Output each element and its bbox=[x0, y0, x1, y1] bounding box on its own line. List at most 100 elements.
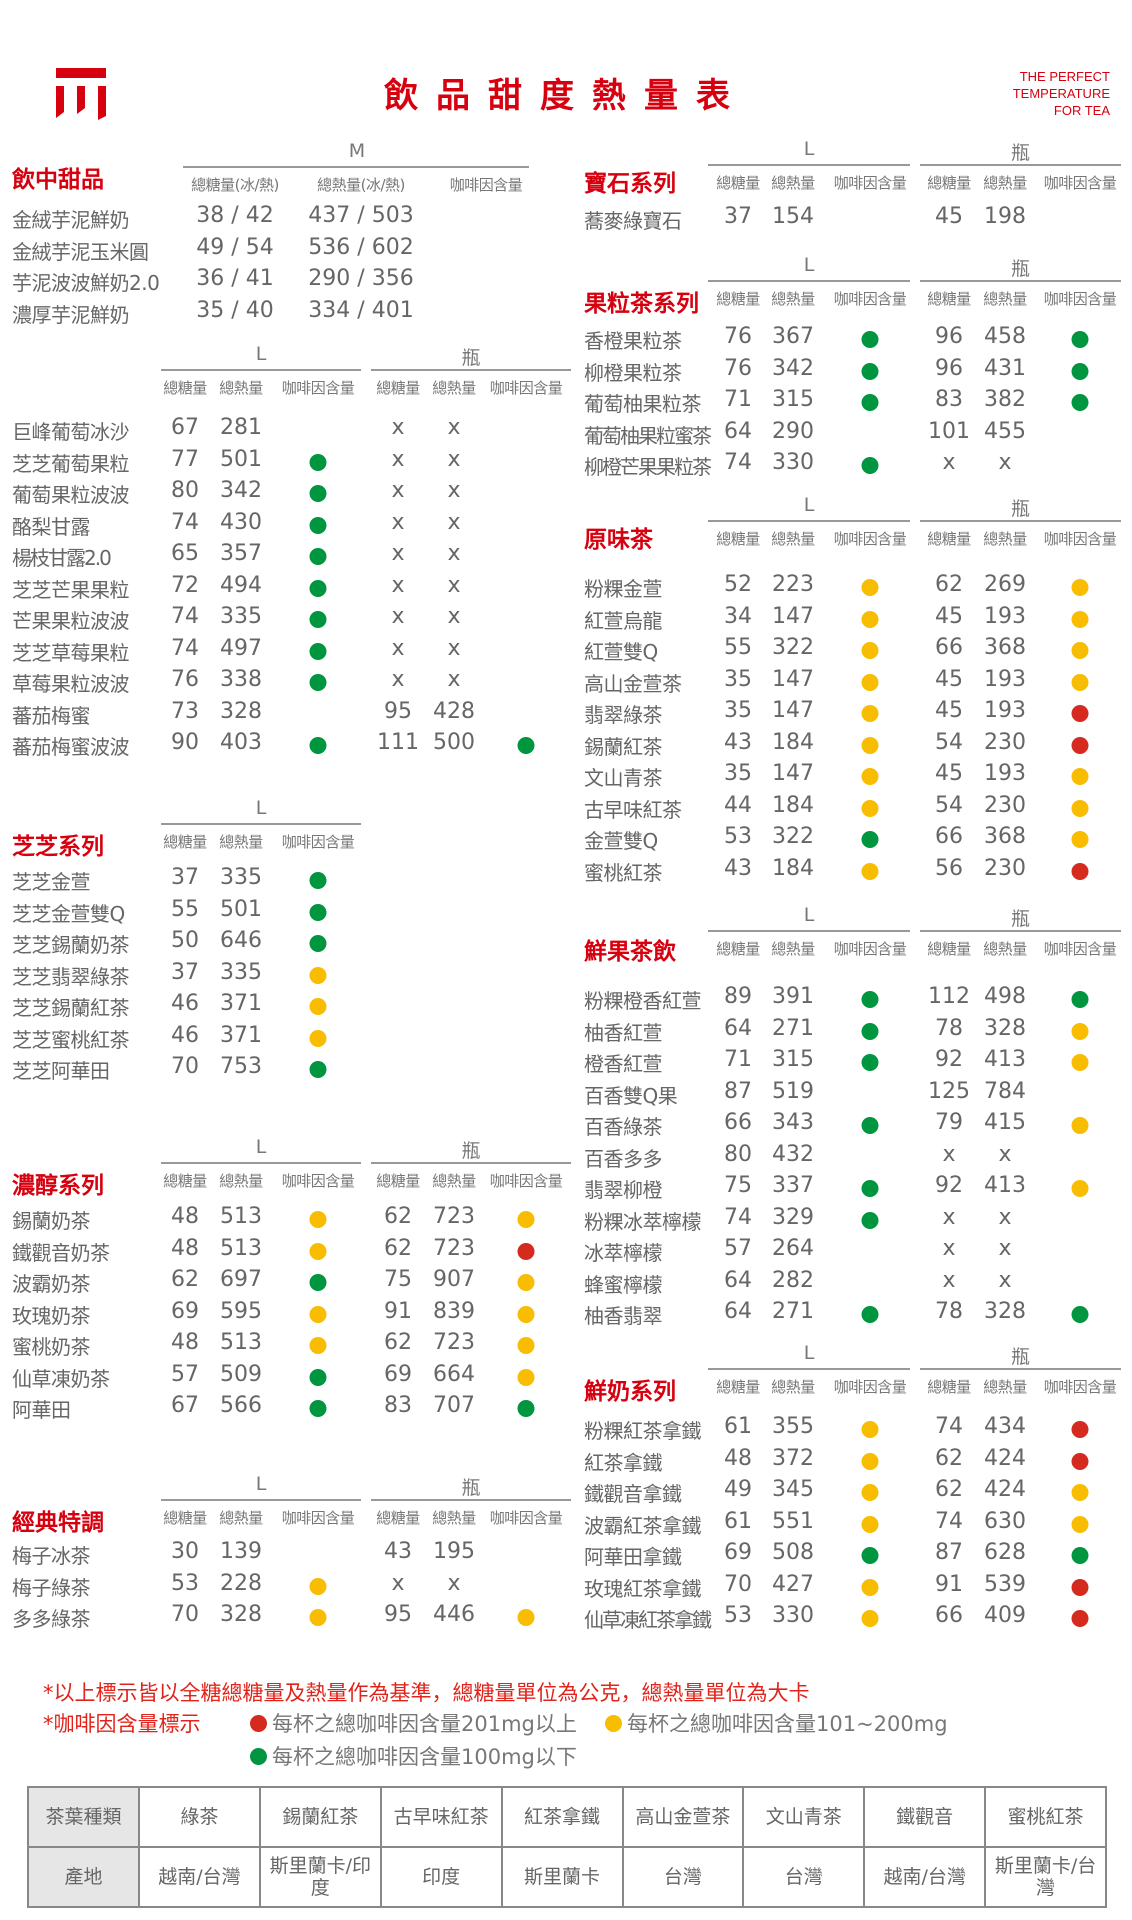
calorie-value: 328 bbox=[984, 1299, 1026, 1324]
calorie-value: x bbox=[998, 1204, 1012, 1230]
drink-name: 葡萄果粒波波 bbox=[12, 483, 130, 507]
calorie-value: 415 bbox=[984, 1110, 1026, 1135]
calorie-value: 539 bbox=[984, 1571, 1026, 1597]
caffeine-green-dot-icon bbox=[309, 453, 327, 471]
sugar-value: 43 bbox=[724, 855, 752, 881]
caffeine-green-dot-icon bbox=[861, 457, 879, 474]
calorie-value: 184 bbox=[772, 855, 814, 881]
tea-type-header: 茶葉種類 bbox=[27, 1786, 140, 1848]
green-dot-icon bbox=[250, 1747, 267, 1765]
page-title: 飲品甜度熱量表 bbox=[384, 76, 748, 116]
sugar-value: 91 bbox=[384, 1298, 412, 1324]
calorie-value: 697 bbox=[220, 1267, 262, 1292]
drink-name: 芝芝金萱 bbox=[12, 870, 91, 894]
drink-name: 紅萱雙Q bbox=[584, 640, 658, 664]
sugar-value: 43 bbox=[724, 729, 752, 755]
caffeine-yellow-dot-icon bbox=[1071, 642, 1089, 659]
group-divider bbox=[371, 1162, 571, 1164]
calorie-value: 519 bbox=[772, 1078, 814, 1104]
column-header-caffeine: 咖啡因含量 bbox=[833, 940, 907, 958]
caffeine-yellow-dot-icon bbox=[861, 1610, 879, 1627]
drink-name: 濃厚芋泥鮮奶 bbox=[12, 302, 130, 327]
calorie-value: 424 bbox=[984, 1445, 1026, 1471]
size-label-m: M bbox=[348, 140, 366, 162]
sugar-value: 48 bbox=[724, 1445, 752, 1471]
calorie-value: 566 bbox=[220, 1393, 262, 1418]
column-header-sugar: 總糖量 bbox=[927, 290, 971, 308]
size-label: L bbox=[803, 1342, 815, 1364]
caffeine-yellow-dot-icon bbox=[861, 642, 879, 659]
sugar-value: 64 bbox=[724, 1015, 752, 1041]
caffeine-red-dot-icon bbox=[1071, 1452, 1089, 1470]
caffeine-green-dot-icon bbox=[861, 1547, 879, 1564]
caffeine-legend-label: *咖啡因含量標示 bbox=[43, 1712, 201, 1736]
size-label: 瓶 bbox=[1010, 258, 1031, 280]
column-header-calorie: 總熱量 bbox=[771, 1378, 815, 1396]
calorie-value: 446 bbox=[433, 1602, 475, 1627]
drink-name: 葡萄柚果粒蜜茶 bbox=[584, 423, 712, 448]
calorie-value: 907 bbox=[433, 1267, 475, 1292]
drink-name: 芝芝錫蘭紅茶 bbox=[12, 996, 130, 1020]
caffeine-yellow-dot-icon bbox=[309, 1305, 327, 1323]
origin-cell: 斯里蘭卡/台灣 bbox=[984, 1846, 1107, 1908]
group-divider bbox=[920, 164, 1121, 166]
sugar-value: 35 bbox=[724, 666, 752, 692]
caffeine-yellow-dot-icon bbox=[1071, 1484, 1089, 1501]
caffeine-red-dot-icon bbox=[1071, 862, 1089, 880]
column-header-calorie: 總熱量 bbox=[983, 530, 1027, 548]
column-header-calorie: 總熱量 bbox=[432, 379, 476, 397]
calorie-value: x bbox=[447, 572, 461, 598]
size-label: L bbox=[803, 494, 815, 516]
size-label: 瓶 bbox=[1010, 908, 1031, 930]
sugar-value: 71 bbox=[724, 387, 752, 412]
sugar-value: 72 bbox=[171, 572, 199, 598]
sugar-value: 70 bbox=[171, 1602, 199, 1627]
size-label: L bbox=[803, 138, 815, 160]
column-header-caffeine: 咖啡因含量 bbox=[1043, 940, 1117, 958]
origin-cell: 越南/台灣 bbox=[138, 1846, 261, 1908]
sugar-value: 90 bbox=[171, 730, 199, 755]
group-divider bbox=[708, 520, 910, 522]
calorie-value: x bbox=[447, 604, 461, 629]
sugar-value: 37 bbox=[171, 959, 199, 985]
drink-name: 芒果果粒波波 bbox=[12, 609, 130, 633]
column-header-caffeine: 咖啡因含量 bbox=[281, 379, 355, 397]
tea-type-cell: 錫蘭紅茶 bbox=[258, 1786, 382, 1848]
sugar-value: 45 bbox=[935, 698, 963, 723]
sugar-value: 96 bbox=[935, 324, 963, 349]
group-divider bbox=[920, 1368, 1121, 1370]
legend-text: 每杯之總咖啡因含量101~200mg bbox=[627, 1712, 948, 1736]
caffeine-green-dot-icon bbox=[309, 485, 327, 502]
drink-name: 金絨芋泥玉米圓 bbox=[12, 239, 149, 264]
sugar-value: 67 bbox=[171, 1393, 199, 1418]
column-header-sugar: 總糖量 bbox=[927, 530, 971, 548]
group-divider bbox=[371, 369, 571, 371]
caffeine-green-dot-icon bbox=[1071, 362, 1089, 380]
sugar-value: 76 bbox=[724, 324, 752, 349]
caffeine-green-dot-icon bbox=[517, 737, 535, 754]
calorie-value: 223 bbox=[772, 572, 814, 597]
column-header-caffeine: 咖啡因含量 bbox=[281, 1509, 355, 1527]
drink-name: 蕃茄梅蜜波波 bbox=[12, 735, 130, 759]
sugar-value: 35 bbox=[724, 698, 752, 723]
caffeine-yellow-dot-icon bbox=[861, 1484, 879, 1501]
legend-item-green: 每杯之總咖啡因含量100mg以下 bbox=[250, 1741, 577, 1771]
group-divider bbox=[708, 164, 910, 166]
column-header: 咖啡因含量 bbox=[449, 176, 523, 194]
calorie-value: 342 bbox=[772, 355, 814, 381]
calorie-value: 154 bbox=[772, 204, 814, 229]
sugar-value: 46 bbox=[171, 991, 199, 1016]
sugar-value: 57 bbox=[171, 1361, 199, 1387]
section-title: 果粒茶系列 bbox=[584, 290, 699, 317]
sugar-value: 53 bbox=[171, 1570, 199, 1596]
drink-name: 錫蘭紅茶 bbox=[584, 734, 663, 759]
drink-name: 巨峰葡萄冰沙 bbox=[12, 420, 130, 444]
calorie-value: 281 bbox=[220, 415, 262, 440]
caffeine-yellow-dot-icon bbox=[861, 1452, 879, 1470]
sugar-value: 48 bbox=[171, 1330, 199, 1355]
column-header-caffeine: 咖啡因含量 bbox=[281, 1172, 355, 1190]
calorie-value: 501 bbox=[220, 896, 262, 922]
sugar-value: 61 bbox=[724, 1414, 752, 1439]
caffeine-yellow-dot-icon bbox=[517, 1274, 535, 1291]
column-header-caffeine: 咖啡因含量 bbox=[833, 174, 907, 192]
